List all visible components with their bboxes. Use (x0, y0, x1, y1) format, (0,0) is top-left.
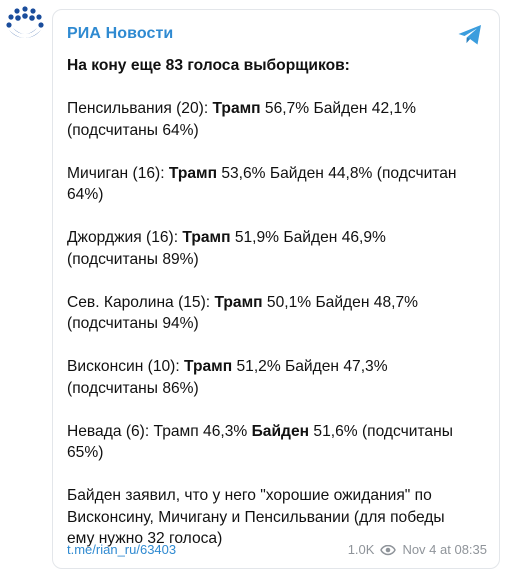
result-text: 51,6% (подсчитаны (309, 422, 453, 440)
state-result-line: 65%) (67, 442, 487, 464)
closing-line: ему нужно 32 голоса) (67, 530, 223, 547)
state-result-line: (подсчитаны 86%) (67, 378, 487, 400)
result-text: Невада (6): Трамп 46,3% (67, 422, 252, 440)
result-text: 51,2% Байден 47,3% (232, 358, 388, 375)
state-result-line: 64%) (67, 184, 487, 206)
state-result-line: (подсчитаны 64%) (67, 120, 487, 142)
post-date: Nov 4 at 08:35 (402, 542, 487, 557)
leader-name: Трамп (182, 229, 231, 246)
state-result-line: Пенсильвания (20): Трамп 56,7% Байден 42… (67, 98, 487, 120)
state-result-line: Джорджия (16): Трамп 51,9% Байден 46,9% (67, 227, 487, 249)
leader-name: Байден (251, 422, 310, 440)
result-text: Висконсин (10): (67, 358, 185, 375)
state-result-line: Мичиган (16): Трамп 53,6% Байден 44,8% (… (67, 163, 487, 185)
result-text: (подсчитаны 86%) (67, 379, 199, 397)
state-result-line: Сев. Каролина (15): Трамп 50,1% Байден 4… (67, 292, 487, 314)
state-result-line: (подсчитаны 94%) (67, 313, 487, 335)
result-text: (подсчитаны 94%) (67, 315, 199, 332)
result-text: 50,1% Байден 48,7% (262, 293, 418, 311)
state-result-line: Невада (6): Трамп 46,3% Байден 51,6% (по… (67, 421, 487, 443)
result-text: Джорджия (16): (67, 229, 183, 246)
result-text: Мичиган (16): (67, 164, 169, 182)
leader-name: Трамп (212, 100, 261, 117)
post-link[interactable]: t.me/rian_ru/63403 (67, 542, 177, 557)
result-text: 56,7% Байден 42,1% (260, 100, 417, 117)
ria-logo-icon (5, 5, 45, 45)
result-text: (подсчитаны 89%) (67, 250, 199, 268)
post-headline: На кону еще 83 голоса выборщиков: (67, 57, 350, 74)
result-text: Сев. Каролина (15): (67, 293, 215, 311)
closing-line: Висконсину, Мичигану и Пенсильвании (для… (67, 508, 445, 526)
result-text: (подсчитаны 64%) (67, 121, 199, 139)
channel-avatar[interactable] (4, 4, 46, 46)
eye-icon (380, 544, 397, 555)
leader-name: Трамп (168, 164, 217, 182)
post-text: На кону еще 83 голоса выборщиков: Пенсил… (67, 55, 487, 550)
result-text: 64%) (67, 186, 104, 203)
result-text: 65%) (67, 444, 104, 461)
state-result-line: Висконсин (10): Трамп 51,2% Байден 47,3% (67, 356, 487, 378)
view-count: 1.0K (347, 542, 375, 557)
result-text: 53,6% Байден 44,8% (подсчитан (217, 164, 457, 182)
post-meta: 1.0K Nov 4 at 08:35 (348, 542, 487, 557)
leader-name: Трамп (184, 358, 233, 375)
telegram-icon[interactable] (457, 23, 483, 47)
post-footer: t.me/rian_ru/63403 1.0K Nov 4 at 08:35 (67, 542, 487, 562)
state-result-line: (подсчитаны 89%) (67, 249, 487, 271)
closing-line: Байден заявил, что у него "хорошие ожида… (67, 487, 432, 504)
leader-name: Трамп (214, 293, 263, 311)
post-card: РИА Новости На кону еще 83 голоса выборщ… (52, 9, 500, 569)
channel-name[interactable]: РИА Новости (67, 25, 174, 42)
result-text: Пенсильвания (20): (67, 100, 213, 117)
result-text: 51,9% Байден 46,9% (230, 229, 386, 246)
